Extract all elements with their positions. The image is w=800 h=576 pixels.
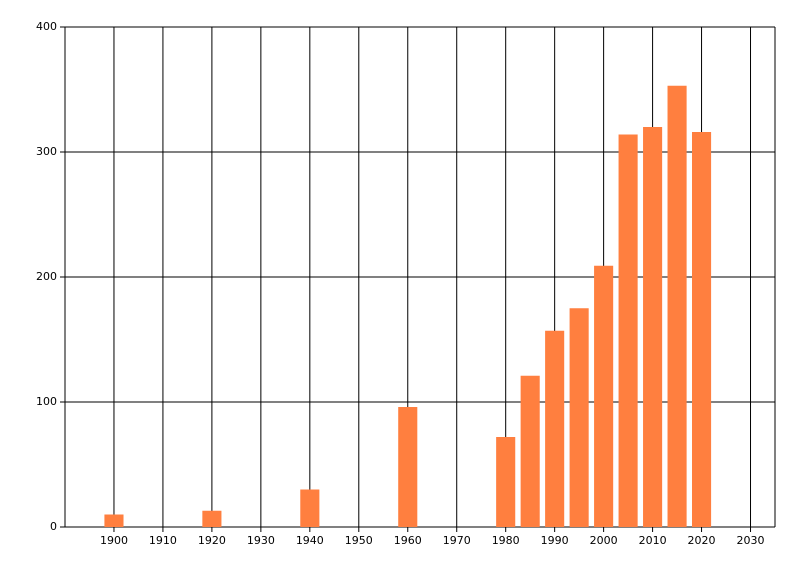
x-tick-label: 1900	[100, 534, 128, 547]
x-tick-label: 1930	[247, 534, 275, 547]
y-tick-label: 300	[36, 145, 57, 158]
x-tick-label: 1990	[541, 534, 569, 547]
bar	[202, 510, 222, 527]
bar	[104, 514, 124, 527]
bar	[300, 489, 320, 527]
x-tick-label: 1950	[345, 534, 373, 547]
x-tick-label: 1970	[443, 534, 471, 547]
bar	[496, 437, 516, 527]
x-tick-label: 2020	[688, 534, 716, 547]
y-tick-label: 0	[50, 520, 57, 533]
bar	[398, 407, 418, 527]
bar	[520, 375, 540, 527]
bar	[594, 265, 614, 527]
x-tick-label: 1960	[394, 534, 422, 547]
x-tick-label: 2000	[590, 534, 618, 547]
x-tick-label: 2030	[737, 534, 765, 547]
bar	[667, 85, 687, 527]
bar	[643, 127, 663, 527]
bar	[569, 308, 589, 527]
y-tick-label: 400	[36, 20, 57, 33]
bar	[545, 330, 565, 527]
x-tick-label: 1910	[149, 534, 177, 547]
x-tick-label: 1920	[198, 534, 226, 547]
x-tick-label: 1980	[492, 534, 520, 547]
y-tick-label: 100	[36, 395, 57, 408]
bar	[692, 132, 712, 527]
x-tick-label: 2010	[639, 534, 667, 547]
y-tick-label: 200	[36, 270, 57, 283]
x-tick-label: 1940	[296, 534, 324, 547]
bar	[618, 134, 638, 527]
